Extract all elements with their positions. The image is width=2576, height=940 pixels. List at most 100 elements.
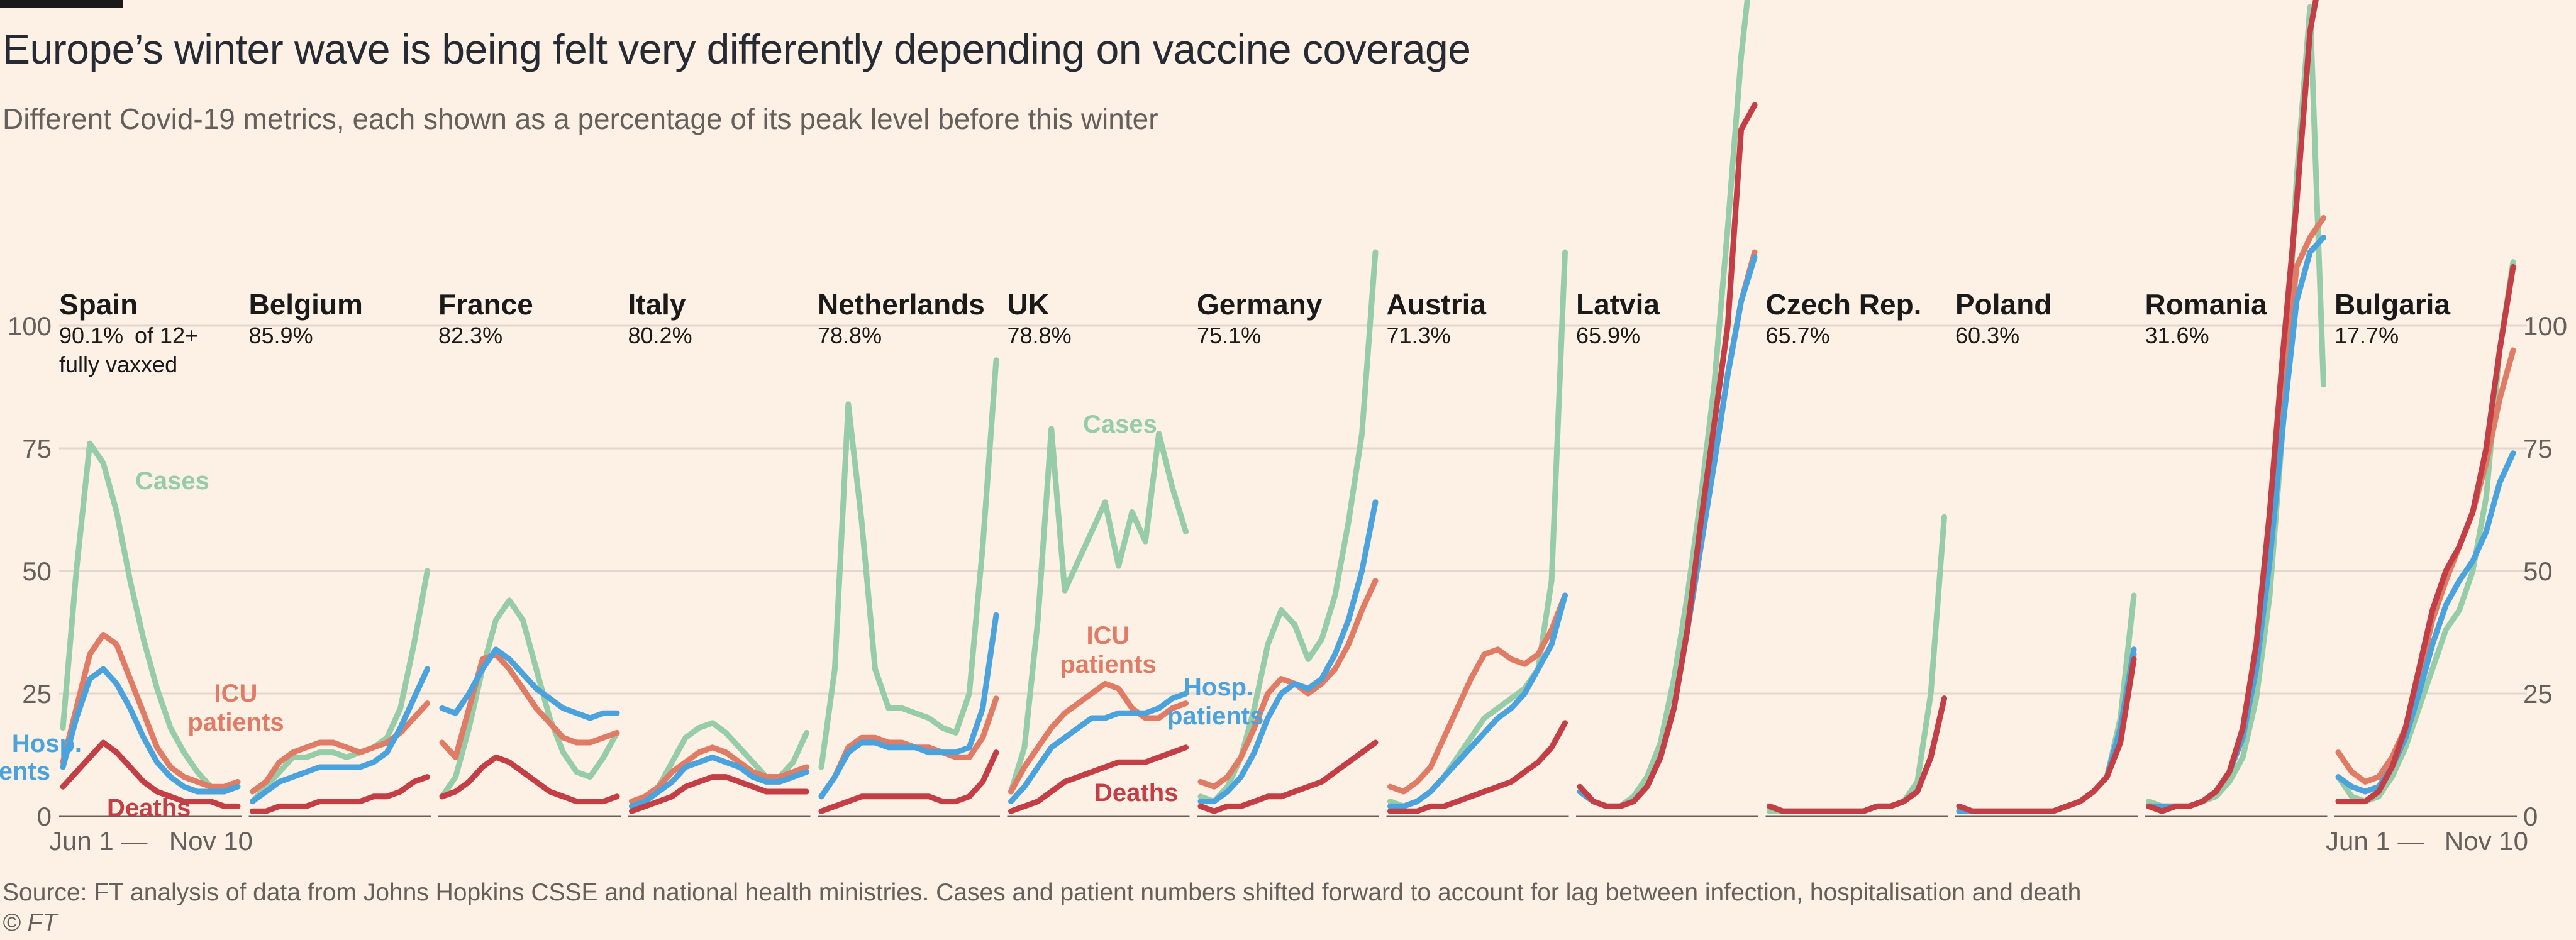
vax-rate: 75.1% — [1197, 323, 1261, 348]
series-label-hosp: Hosp. — [12, 730, 82, 758]
series-label-cases: Cases — [135, 467, 209, 495]
chart-subtitle: Different Covid-19 metrics, each shown a… — [3, 102, 1158, 135]
hosp-line-germany — [1197, 499, 1379, 805]
cases-line-latvia — [1577, 0, 1750, 809]
icu-line-poland — [1956, 651, 2137, 814]
icu-line-spain — [60, 631, 241, 790]
country-label: Romania — [2145, 288, 2268, 321]
x-range-start-right: Jun 1 — — [2326, 826, 2424, 856]
uk-label-hosp-2: patients — [1167, 702, 1263, 730]
hosp-line-uk — [1008, 690, 1189, 805]
series-label-hosp-2: patients — [0, 758, 50, 785]
country-label: Germany — [1197, 288, 1323, 321]
country-label: Spain — [59, 288, 138, 321]
deaths-line-latvia — [1577, 102, 1758, 809]
country-label: Austria — [1387, 288, 1487, 321]
deaths-line-romania — [2146, 0, 2319, 814]
vax-rate: 65.7% — [1766, 323, 1830, 348]
vax-rate: 78.8% — [1008, 323, 1072, 348]
y-tick-left-100: 100 — [8, 311, 52, 341]
uk-label-cases: Cases — [1083, 411, 1157, 438]
cases-line-france — [439, 597, 620, 800]
deaths-line-netherlands — [818, 749, 999, 814]
x-range-end-left: Nov 10 — [169, 826, 253, 856]
deaths-line-spain — [60, 739, 241, 809]
series-label-icu-2: patients — [187, 709, 284, 736]
country-label: Czech Rep. — [1766, 288, 1922, 321]
vax-rate: 90.1% — [59, 323, 123, 348]
y-tick-right-100: 100 — [2523, 311, 2567, 341]
source-note: Source: FT analysis of data from Johns H… — [3, 879, 2082, 906]
country-label: Italy — [628, 288, 686, 321]
y-tick-right-0: 0 — [2523, 802, 2538, 831]
hosp-line-bulgaria — [2335, 450, 2516, 795]
hosp-line-spain — [60, 666, 241, 795]
vax-rate: 80.2% — [628, 323, 692, 348]
y-tick-right-50: 50 — [2523, 556, 2553, 586]
hosp-line-france — [439, 646, 620, 721]
copyright: © FT — [3, 909, 58, 936]
deaths-line-poland — [1956, 656, 2137, 814]
hosp-line-italy — [629, 754, 809, 809]
uk-label-hosp: Hosp. — [1184, 673, 1253, 701]
cases-line-netherlands — [818, 357, 999, 770]
icu-line-austria — [1387, 592, 1568, 795]
y-tick-right-25: 25 — [2523, 679, 2553, 709]
vax-rate: 85.9% — [249, 323, 313, 348]
y-tick-left-50: 50 — [22, 556, 52, 586]
icu-line-italy — [629, 744, 809, 805]
deaths-line-italy — [629, 774, 809, 814]
cases-line-germany — [1197, 249, 1379, 805]
series-label-icu: ICU — [214, 680, 258, 707]
deaths-line-belgium — [250, 774, 430, 814]
series-label-deaths: Deaths — [107, 794, 191, 822]
deaths-line-bulgaria — [2335, 263, 2516, 805]
hosp-line-poland — [1956, 646, 2137, 814]
deaths-line-france — [439, 754, 620, 805]
hosp-line-netherlands — [818, 612, 999, 800]
country-label: Netherlands — [818, 288, 985, 321]
vax-rate: 71.3% — [1387, 323, 1451, 348]
vax-note-2: fully vaxxed — [59, 351, 177, 377]
deaths-line-czech-rep- — [1767, 695, 1947, 814]
vax-rate: 60.3% — [1955, 323, 2019, 348]
cases-line-uk — [1008, 426, 1189, 795]
uk-label-icu-2: patients — [1060, 651, 1156, 678]
icu-line-uk — [1008, 680, 1189, 795]
vax-rate: 78.8% — [818, 323, 882, 348]
vax-rate: 17.7% — [2334, 323, 2399, 348]
y-tick-left-75: 75 — [22, 434, 52, 463]
icu-line-germany — [1197, 578, 1379, 790]
x-range-end-right: Nov 10 — [2445, 826, 2528, 856]
chart-title: Europe’s winter wave is being felt very … — [3, 26, 1471, 72]
country-label: Bulgaria — [2334, 288, 2450, 321]
y-tick-left-25: 25 — [22, 679, 52, 709]
country-label: Poland — [1955, 288, 2051, 321]
cases-line-belgium — [250, 568, 430, 805]
deaths-line-austria — [1387, 720, 1568, 814]
uk-label-icu: ICU — [1087, 622, 1130, 650]
y-tick-left-0: 0 — [37, 802, 52, 831]
icu-line-bulgaria — [2335, 347, 2516, 785]
cases-line-romania — [2146, 4, 2326, 809]
y-tick-right-75: 75 — [2523, 434, 2553, 463]
hosp-line-belgium — [250, 666, 430, 805]
icu-line-france — [439, 651, 620, 760]
country-label: UK — [1008, 288, 1049, 321]
x-range-start-left: Jun 1 — — [49, 826, 147, 856]
country-label: Belgium — [249, 288, 363, 321]
vax-rate: 65.9% — [1576, 323, 1640, 348]
country-label: Latvia — [1576, 288, 1660, 321]
uk-label-deaths: Deaths — [1094, 779, 1178, 807]
vax-note-1: of 12+ — [135, 323, 198, 348]
cases-line-spain — [60, 440, 241, 795]
ft-brand-bar — [0, 0, 123, 8]
cases-line-czech-rep- — [1767, 514, 1947, 814]
vax-rate: 31.6% — [2145, 323, 2209, 348]
deaths-line-uk — [1008, 744, 1189, 814]
vax-rate: 82.3% — [438, 323, 502, 348]
deaths-line-germany — [1197, 739, 1379, 814]
hosp-line-austria — [1387, 592, 1568, 809]
country-label: France — [438, 288, 533, 321]
